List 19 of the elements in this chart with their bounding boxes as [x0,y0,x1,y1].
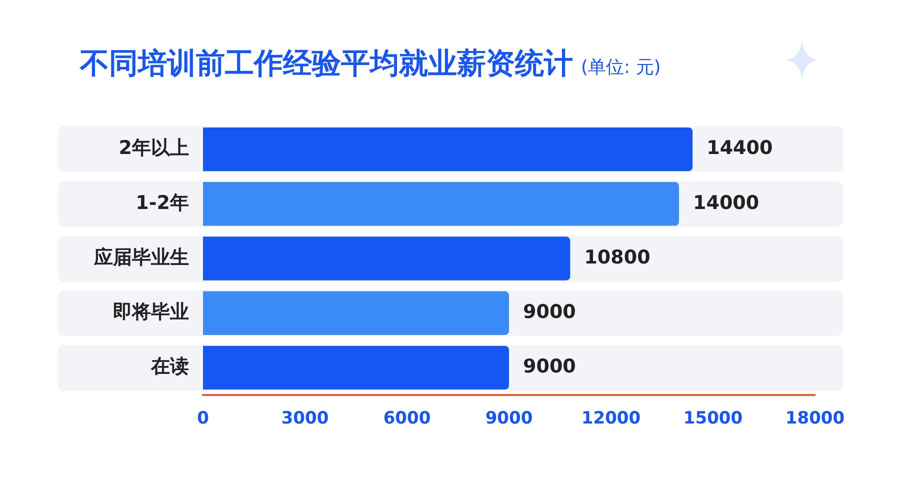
x-tick-label: 9000 [485,408,533,429]
y-tick-label: 2年以上 [118,137,189,160]
data-label: 14400 [706,137,773,160]
data-label: 9000 [523,301,576,324]
y-tick-label: 即将毕业 [113,301,189,324]
data-label: 14000 [693,192,760,214]
y-tick-label: 1-2年 [136,192,189,214]
data-label: 10800 [584,246,650,268]
chart-subtitle: (单位: 元) [581,57,661,78]
x-tick-label: 3000 [281,408,329,429]
x-tick-label: 6000 [383,408,431,429]
x-tick-label: 18000 [785,408,845,429]
x-tick-label: 15000 [683,408,743,429]
x-tick-label: 12000 [581,408,641,429]
y-tick-label: 在读 [150,356,189,378]
chart-title: 不同培训前工作经验平均就业薪资统计 [80,46,573,80]
x-tick-label: 0 [197,408,210,429]
data-label: 9000 [523,356,576,378]
y-tick-label: 应届毕业生 [93,246,189,268]
